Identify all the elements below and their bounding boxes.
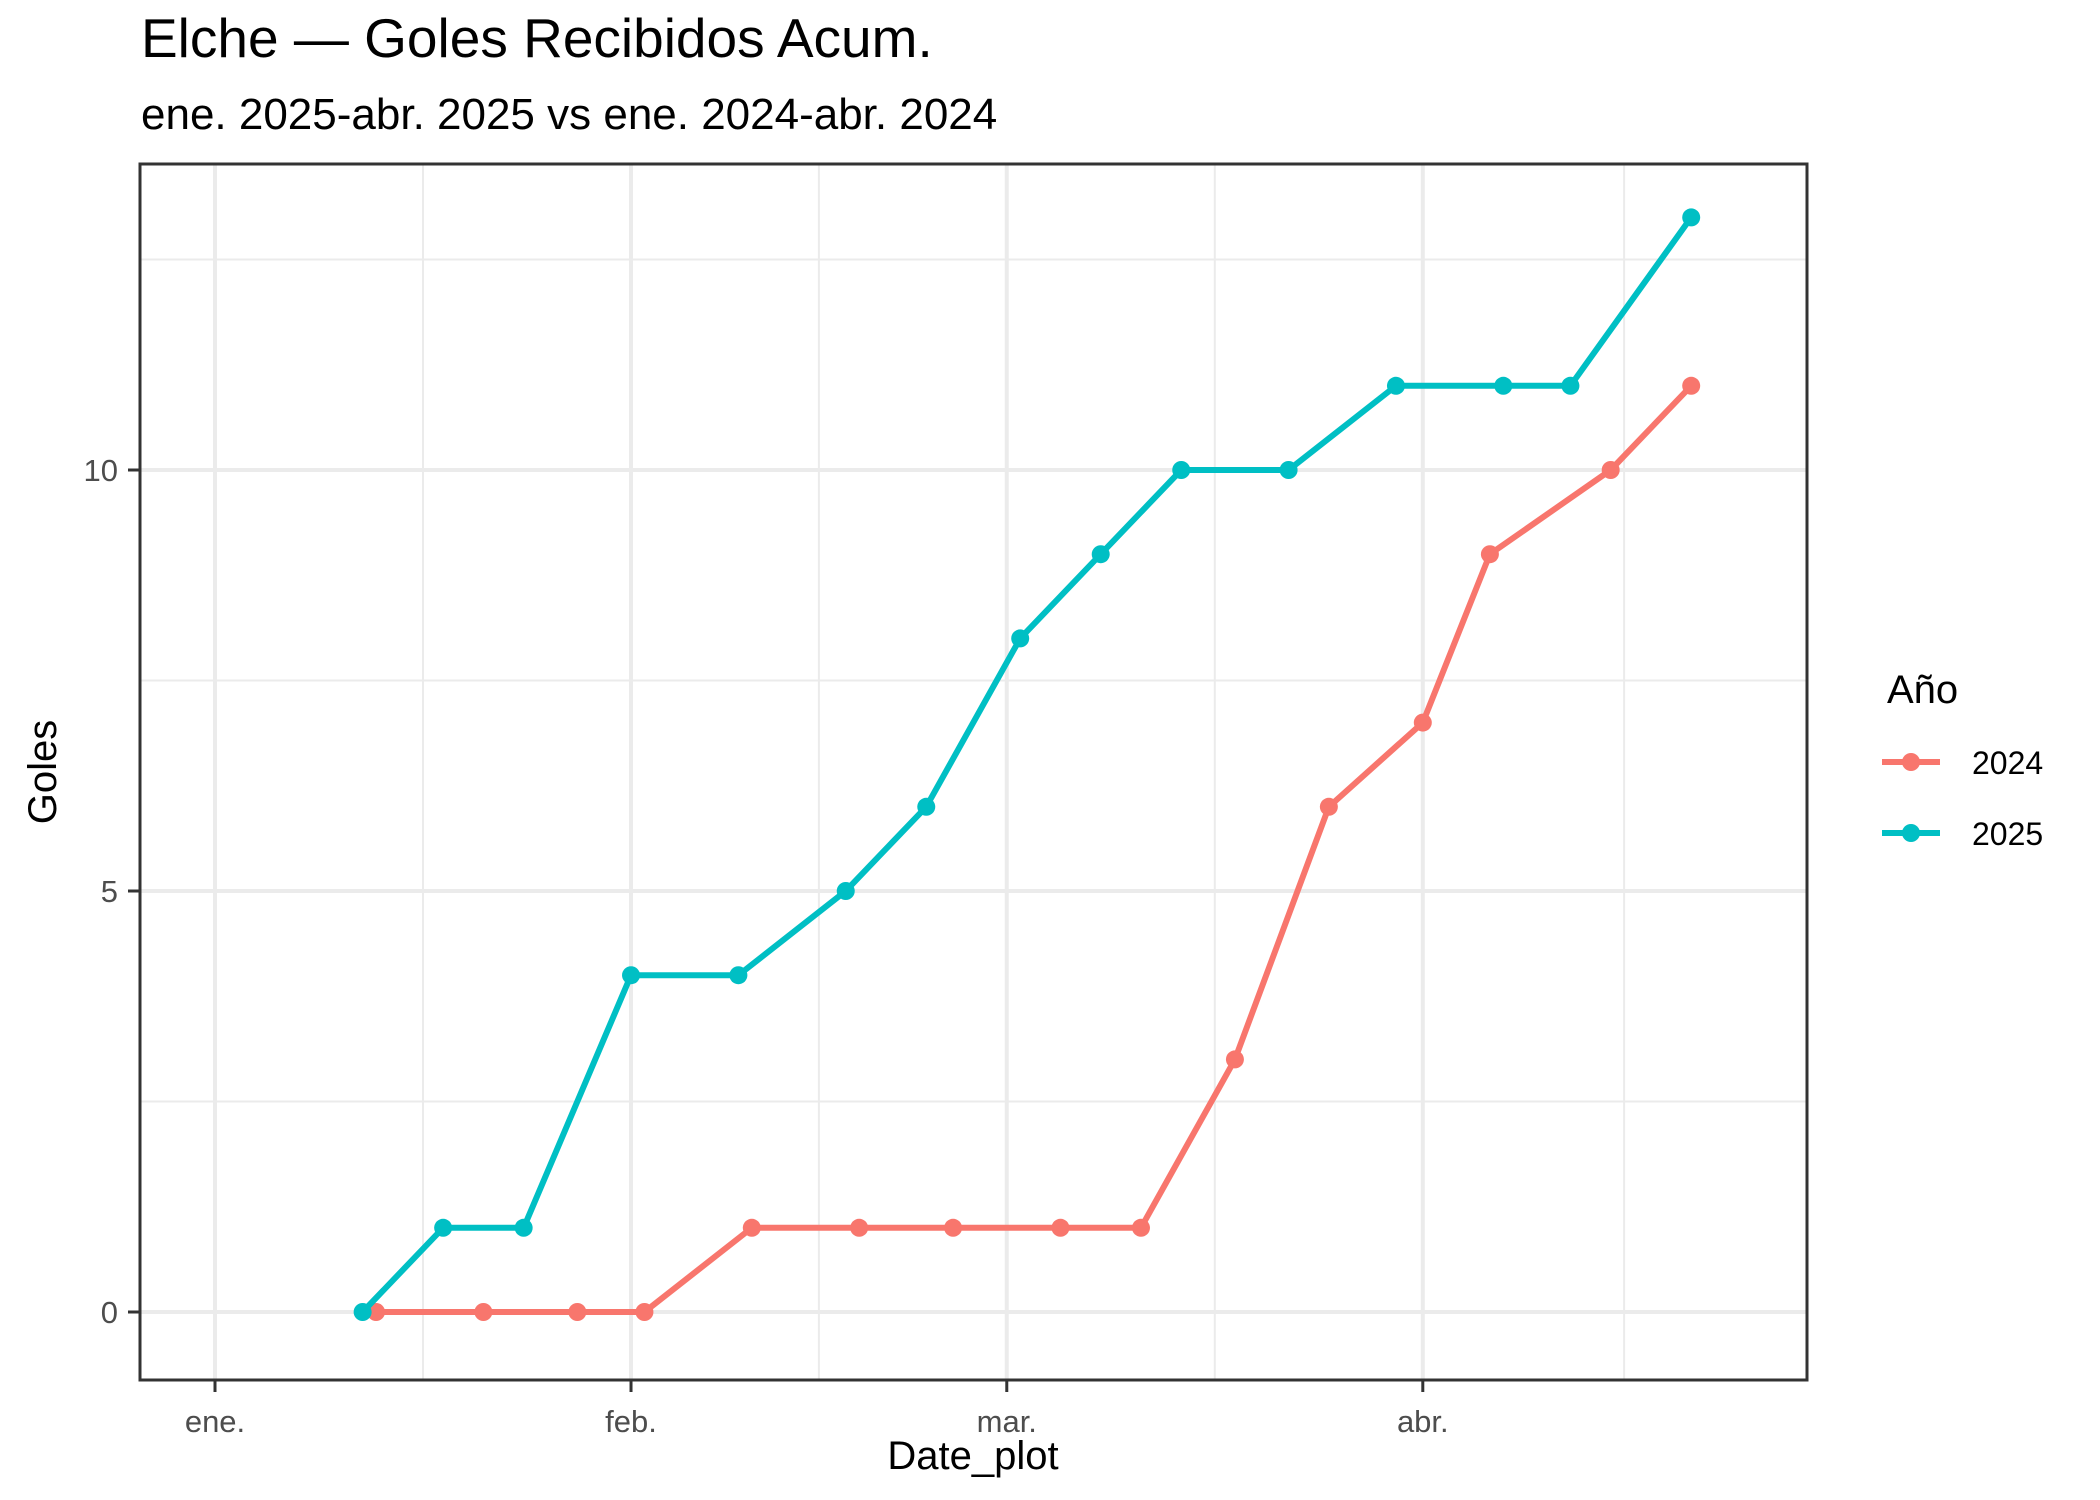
x-tick-label: mar.: [977, 1404, 1037, 1439]
data-point: [514, 1218, 533, 1237]
legend-key-point-icon: [1902, 824, 1920, 842]
data-point: [1225, 1050, 1244, 1069]
series-2025: [353, 208, 1701, 1321]
legend-item-2024: 2024: [1882, 745, 2043, 781]
data-point: [367, 1303, 386, 1321]
series-line: [376, 383, 1694, 1315]
y-tick-label: 0: [101, 1295, 118, 1330]
data-point: [635, 1303, 654, 1321]
data-point: [1172, 461, 1191, 479]
data-point: [353, 1303, 372, 1321]
data-point: [1682, 208, 1701, 227]
chart-title: Elche — Goles Recibidos Acum.: [141, 7, 933, 69]
x-tick-label: abr.: [1397, 1404, 1449, 1439]
data-point: [1413, 713, 1432, 732]
data-point: [1051, 1218, 1070, 1237]
data-point: [836, 882, 855, 900]
data-point: [434, 1218, 453, 1237]
legend: Año 2024 2025: [1882, 668, 2043, 852]
data-point: [1091, 545, 1110, 564]
data-point: [1682, 376, 1701, 395]
data-point: [944, 1218, 963, 1237]
panel-border: [138, 162, 1809, 1382]
legend-item-2025: 2025: [1882, 816, 2043, 852]
legend-key-point-icon: [1902, 753, 1920, 771]
data-point: [1131, 1218, 1150, 1237]
x-tick-label: ene.: [185, 1404, 245, 1439]
chart-subtitle: ene. 2025-abr. 2025 vs ene. 2024-abr. 20…: [141, 90, 998, 139]
data-point: [1480, 545, 1499, 564]
data-point: [1561, 376, 1580, 395]
data-point: [1319, 797, 1338, 816]
y-axis: 0 5 10: [84, 453, 140, 1330]
data-point: [917, 797, 936, 816]
data-point: [1386, 376, 1405, 395]
legend-label: 2025: [1972, 816, 2043, 852]
data-point: [622, 966, 641, 985]
y-axis-title: Goles: [21, 720, 65, 825]
major-gridlines: [140, 164, 1807, 1380]
data-series: [353, 208, 1701, 1321]
series-2024: [367, 376, 1701, 1321]
y-tick-label: 10: [84, 453, 118, 488]
x-tick-label: feb.: [605, 1404, 657, 1439]
data-point: [1494, 376, 1513, 395]
series-line: [360, 215, 1694, 1315]
minor-gridlines: [140, 164, 1807, 1380]
data-point: [568, 1303, 587, 1321]
x-axis: ene. feb. mar. abr.: [185, 1380, 1449, 1439]
legend-title: Año: [1887, 668, 1958, 712]
data-point: [850, 1218, 869, 1237]
data-point: [474, 1303, 493, 1321]
data-point: [1279, 461, 1298, 479]
x-axis-title: Date_plot: [887, 1434, 1058, 1478]
legend-label: 2024: [1972, 745, 2043, 781]
data-point: [742, 1218, 761, 1237]
y-tick-label: 5: [101, 874, 118, 909]
data-point: [1011, 629, 1030, 648]
data-point: [1601, 461, 1620, 479]
data-point: [729, 966, 748, 985]
